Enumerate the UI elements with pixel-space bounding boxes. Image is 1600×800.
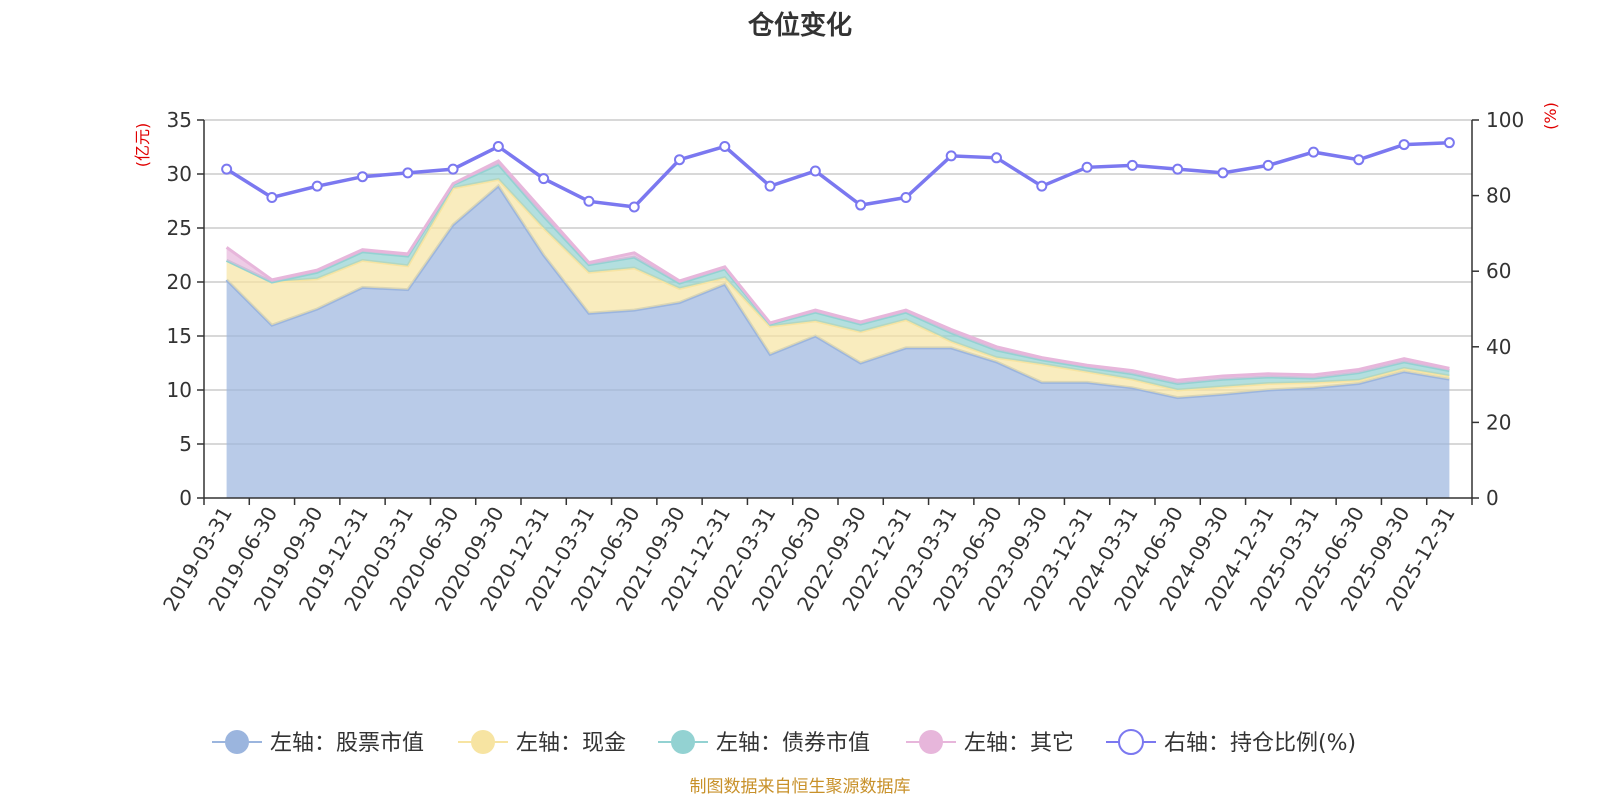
ratio-point xyxy=(266,191,278,203)
left-tick-label: 35 xyxy=(167,108,192,132)
ratio-point xyxy=(628,201,640,213)
ratio-point xyxy=(1398,139,1410,151)
ratio-point xyxy=(1217,167,1229,179)
ratio-point xyxy=(1308,146,1319,158)
right-axis-unit: (%) xyxy=(1541,102,1560,130)
ratio-point xyxy=(674,154,685,166)
legend-label: 左轴：现金 xyxy=(516,731,626,756)
ratio-point xyxy=(764,180,776,192)
ratio-point xyxy=(1126,159,1138,171)
stacked-areas xyxy=(225,159,1450,498)
left-tick-label: 5 xyxy=(179,432,192,456)
left-tick-label: 10 xyxy=(167,378,192,402)
area-左轴：股票市值 xyxy=(226,185,1450,498)
left-axis-unit: (亿元) xyxy=(133,123,152,168)
chart-title: 仓位变化 xyxy=(747,10,852,41)
ratio-point xyxy=(1353,154,1365,166)
ratio-point xyxy=(538,173,550,185)
ratio-point xyxy=(357,171,368,183)
ratio-point xyxy=(809,165,821,177)
right-tick-label: 40 xyxy=(1486,335,1511,359)
legend-marker xyxy=(225,730,249,754)
ratio-point xyxy=(1262,159,1274,171)
right-tick-label: 60 xyxy=(1486,259,1511,283)
ratio-point xyxy=(492,140,504,152)
right-tick-label: 100 xyxy=(1486,108,1524,132)
ratio-point xyxy=(1443,137,1455,149)
ratio-point xyxy=(221,163,233,175)
left-tick-label: 0 xyxy=(179,486,192,510)
ratio-point xyxy=(945,150,957,162)
right-tick-label: 80 xyxy=(1486,184,1511,208)
ratio-point xyxy=(583,195,595,207)
left-tick-label: 25 xyxy=(167,216,192,240)
legend-label: 左轴：其它 xyxy=(964,731,1074,756)
left-tick-label: 15 xyxy=(167,324,192,348)
ratio-point xyxy=(402,167,414,179)
legend-label: 右轴：持仓比例(%) xyxy=(1164,731,1356,756)
ratio-point xyxy=(991,152,1002,164)
legend-label: 左轴：股票市值 xyxy=(270,731,424,756)
ratio-point xyxy=(1081,161,1093,173)
right-tick-label: 20 xyxy=(1486,410,1511,434)
legend-item: 左轴：现金 xyxy=(458,730,626,756)
left-tick-label: 20 xyxy=(167,270,192,294)
ratio-point xyxy=(1172,163,1184,175)
ratio-point xyxy=(855,199,867,211)
legend-label: 左轴：债券市值 xyxy=(716,731,870,756)
area-line-左轴：其它 xyxy=(225,159,1450,382)
legend-item: 左轴：股票市值 xyxy=(212,730,424,756)
legend-item: 右轴：持仓比例(%) xyxy=(1106,729,1356,756)
legend: 左轴：股票市值 左轴：现金 左轴：债券市值 左轴：其它 右轴：持仓比例(%) xyxy=(212,729,1356,756)
legend-marker xyxy=(671,730,695,754)
ratio-point xyxy=(447,163,459,175)
holding-ratio-series xyxy=(221,137,1455,213)
legend-item: 左轴：其它 xyxy=(906,730,1074,756)
data-source-footer: 制图数据来自恒生聚源数据库 xyxy=(690,777,911,797)
area-左轴：现金 xyxy=(226,179,1450,398)
legend-marker xyxy=(1118,729,1144,755)
ratio-point xyxy=(1036,180,1048,192)
ratio-point xyxy=(719,140,731,152)
right-tick-label: 0 xyxy=(1486,486,1499,510)
ratio-line xyxy=(225,140,1450,209)
legend-marker xyxy=(919,730,943,754)
legend-item: 左轴：债券市值 xyxy=(658,730,870,756)
ratio-point xyxy=(900,191,912,203)
left-tick-label: 30 xyxy=(167,162,192,186)
ratio-point xyxy=(311,180,323,192)
legend-marker xyxy=(471,730,495,754)
